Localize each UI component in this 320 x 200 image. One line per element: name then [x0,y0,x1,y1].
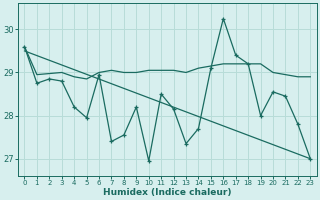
X-axis label: Humidex (Indice chaleur): Humidex (Indice chaleur) [103,188,232,197]
